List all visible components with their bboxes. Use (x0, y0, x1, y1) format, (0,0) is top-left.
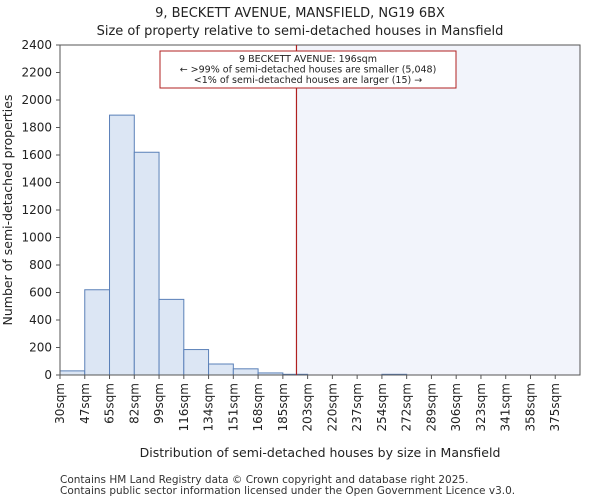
x-tick-label: 375sqm (548, 383, 562, 431)
y-axis-label: Number of semi-detached properties (0, 95, 15, 326)
bar-47sqm (84, 289, 111, 376)
x-tick-label: 220sqm (325, 383, 339, 431)
x-tick-label: 151sqm (226, 383, 240, 431)
y-tick-label: 2200 (21, 66, 52, 80)
x-tick-label: 185sqm (276, 383, 290, 431)
annotation-line-1: 9 BECKETT AVENUE: 196sqm (239, 54, 377, 65)
y-tick-label: 2000 (21, 93, 52, 107)
annotation-line-2: ← >99% of semi-detached houses are small… (180, 65, 437, 76)
bar-30sqm (59, 370, 86, 376)
x-tick-label: 47sqm (78, 383, 92, 424)
x-tick-label: 237sqm (350, 383, 364, 431)
y-tick-label: 800 (29, 258, 52, 272)
y-tick-label: 400 (29, 313, 52, 327)
y-tick-label: 1200 (21, 203, 52, 217)
y-tick-label: 600 (29, 286, 52, 300)
bar-134sqm (208, 363, 234, 376)
footer-line-2: Contains public sector information licen… (60, 485, 516, 497)
y-tick-label: 1000 (21, 231, 52, 245)
x-tick-label: 306sqm (449, 383, 463, 431)
x-tick-label: 65sqm (103, 383, 117, 424)
x-tick-label: 254sqm (375, 383, 389, 431)
x-tick-label: 341sqm (499, 383, 513, 431)
x-tick-label: 134sqm (202, 383, 216, 431)
bar-151sqm (232, 368, 259, 376)
y-tick-label: 1800 (21, 121, 52, 135)
bar-82sqm (133, 151, 160, 376)
x-tick-label: 289sqm (424, 383, 438, 431)
x-tick-label: 30sqm (53, 383, 67, 424)
larger-region-shade (296, 45, 580, 375)
annotation-line-3: <1% of semi-detached houses are larger (… (194, 75, 422, 86)
x-tick-label: 99sqm (152, 383, 166, 424)
x-tick-label: 358sqm (523, 383, 537, 431)
x-tick-label: 203sqm (301, 383, 315, 431)
x-tick-label: 82sqm (127, 383, 141, 424)
y-tick-label: 2400 (21, 38, 52, 52)
chart-title: 9, BECKETT AVENUE, MANSFIELD, NG19 6BX (155, 6, 445, 21)
bar-99sqm (158, 298, 185, 376)
y-tick-label: 1600 (21, 148, 52, 162)
chart-subtitle: Size of property relative to semi-detach… (96, 24, 504, 39)
y-tick-label: 1400 (21, 176, 52, 190)
y-tick-label: 200 (29, 341, 52, 355)
x-tick-label: 168sqm (251, 383, 265, 431)
bar-116sqm (183, 349, 210, 376)
x-axis-label: Distribution of semi-detached houses by … (140, 445, 501, 460)
annotation-box (159, 50, 457, 89)
x-tick-label: 116sqm (177, 383, 191, 431)
footer-line-1: Contains HM Land Registry data © Crown c… (60, 474, 469, 486)
y-tick-label: 0 (44, 368, 52, 382)
x-tick-label: 323sqm (474, 383, 488, 431)
bar-65sqm (109, 114, 135, 376)
x-tick-label: 272sqm (400, 383, 414, 431)
